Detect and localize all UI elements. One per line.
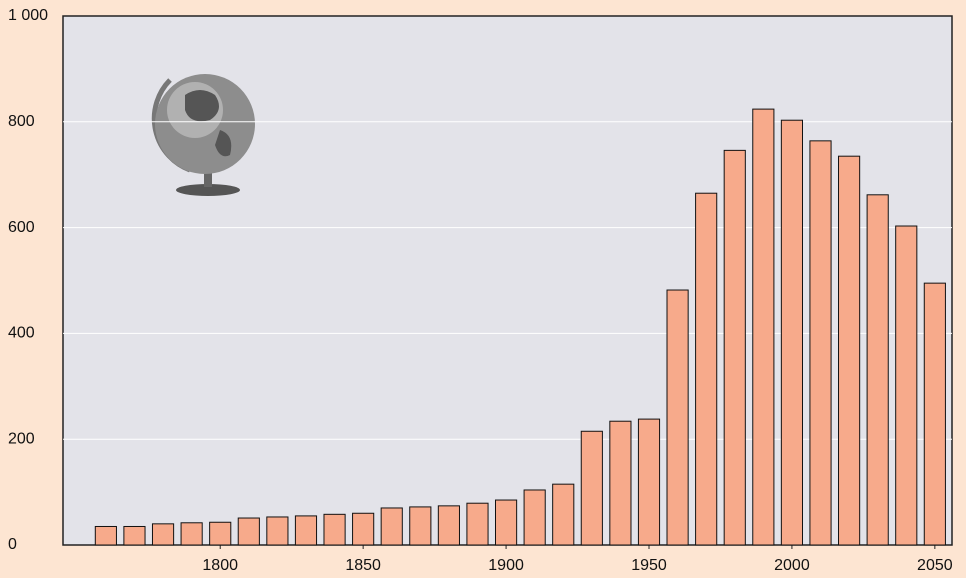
bar xyxy=(180,522,203,546)
bar xyxy=(866,194,889,546)
bar xyxy=(294,515,318,546)
bar xyxy=(923,282,946,546)
bar xyxy=(637,418,661,546)
bar xyxy=(523,489,546,546)
bar xyxy=(323,513,346,546)
bar xyxy=(437,505,460,546)
bar xyxy=(237,517,260,546)
bar xyxy=(895,225,918,546)
bar xyxy=(723,149,746,546)
y-tick-label: 1 000 xyxy=(8,7,48,24)
x-tick-label: 1900 xyxy=(488,557,524,574)
bar xyxy=(809,140,832,546)
x-tick-label: 2000 xyxy=(774,557,810,574)
bar xyxy=(209,521,232,546)
bar xyxy=(151,523,175,546)
bar xyxy=(380,507,403,546)
y-tick-label: 0 xyxy=(8,536,17,553)
y-tick-label: 600 xyxy=(8,219,35,236)
bar xyxy=(780,119,803,546)
bar xyxy=(695,192,718,546)
bar xyxy=(494,499,518,546)
globe-icon xyxy=(151,74,255,196)
grid xyxy=(63,121,952,549)
y-tick-label: 800 xyxy=(8,113,35,130)
x-tick-label: 1800 xyxy=(202,557,238,574)
bar xyxy=(552,483,575,546)
bar xyxy=(123,525,146,546)
bars xyxy=(94,108,946,546)
bar xyxy=(666,289,689,546)
x-tick-label: 1850 xyxy=(345,557,381,574)
bar xyxy=(838,155,861,546)
bar xyxy=(266,516,289,546)
bar xyxy=(94,525,117,546)
bar xyxy=(352,512,375,546)
y-tick-label: 200 xyxy=(8,430,35,447)
bar xyxy=(580,430,603,546)
labels: 0 200 400 600 800 1 000 1800 1850 1900 1950 2000 20… xyxy=(8,7,953,574)
bar xyxy=(752,108,775,546)
x-tick-label: 1950 xyxy=(631,557,667,574)
y-tick-label: 400 xyxy=(8,325,35,342)
bar xyxy=(609,420,632,546)
bar xyxy=(466,502,489,546)
bar xyxy=(409,506,432,546)
x-tick-label: 2050 xyxy=(917,557,953,574)
